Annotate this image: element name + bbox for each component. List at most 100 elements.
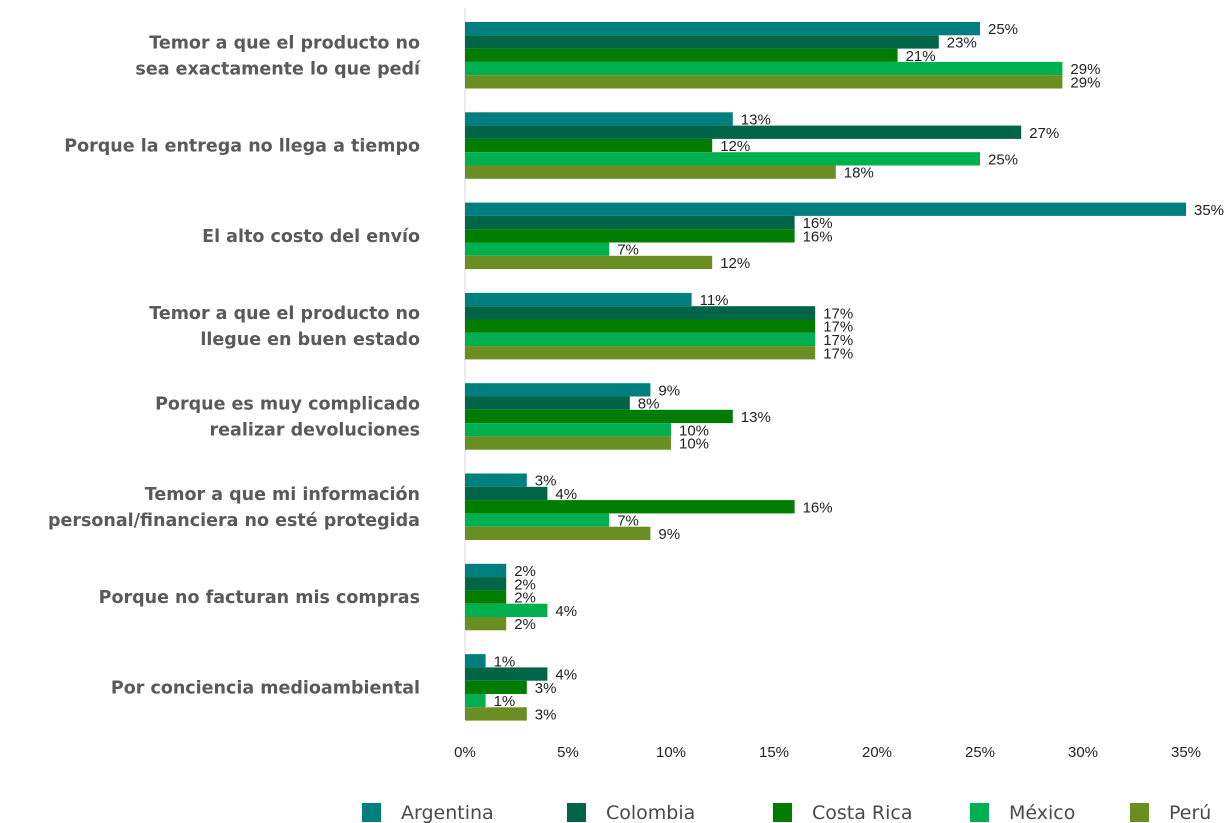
bar-perú — [465, 617, 507, 631]
data-label: 3% — [535, 706, 557, 723]
bar-méxico — [465, 61, 1063, 76]
bar-méxico — [465, 694, 486, 708]
data-label: 2% — [514, 616, 536, 633]
category-label: Temor a que el producto no — [149, 33, 420, 53]
data-label: 1% — [494, 693, 516, 710]
x-tick-label: 25% — [965, 744, 995, 761]
data-label: 1% — [494, 653, 516, 670]
bar-perú — [465, 526, 651, 540]
bar-colombia — [465, 215, 795, 230]
data-label: 29% — [1070, 61, 1100, 78]
bar-perú — [465, 255, 713, 270]
bar-costa-rica — [465, 48, 898, 62]
bar-colombia — [465, 396, 630, 410]
data-label: 27% — [1029, 125, 1059, 142]
data-label: 2% — [514, 590, 536, 607]
data-label: 10% — [679, 436, 709, 453]
bar-costa-rica — [465, 319, 816, 333]
x-tick-label: 0% — [454, 744, 476, 761]
bar-perú — [465, 436, 671, 450]
bar-argentina — [465, 563, 507, 578]
category-label: Porque es muy complicado — [155, 394, 420, 414]
bar-colombia — [465, 667, 548, 681]
bar-colombia — [465, 35, 939, 49]
bar-colombia — [465, 577, 507, 591]
data-label: 16% — [803, 215, 833, 232]
data-label: 8% — [638, 396, 660, 413]
data-label: 10% — [679, 422, 709, 439]
data-label: 29% — [1070, 74, 1100, 91]
data-label: 17% — [823, 345, 853, 362]
bar-méxico — [465, 242, 610, 256]
x-tick-label: 30% — [1068, 744, 1098, 761]
bar-méxico — [465, 513, 610, 527]
data-label: 12% — [720, 138, 750, 155]
bar-méxico — [465, 603, 548, 617]
data-label: 3% — [535, 680, 557, 697]
x-tick-label: 5% — [557, 744, 579, 761]
bar-argentina — [465, 292, 692, 307]
bar-argentina — [465, 473, 527, 487]
data-label: 3% — [535, 473, 557, 490]
bar-costa-rica — [465, 409, 733, 424]
legend-swatch — [567, 803, 586, 822]
bar-perú — [465, 707, 527, 721]
bar-costa-rica — [465, 590, 507, 604]
category-label: personal/financiera no esté protegida — [48, 511, 420, 531]
data-label: 25% — [988, 21, 1018, 38]
data-label: 9% — [658, 382, 680, 399]
legend-label: México — [1009, 802, 1075, 823]
data-label: 17% — [823, 305, 853, 322]
bar-argentina — [465, 654, 486, 668]
bars-layer — [465, 22, 1186, 721]
data-label: 21% — [906, 48, 936, 65]
data-label: 17% — [823, 319, 853, 336]
category-labels-layer: Temor a que el producto no sea exactament… — [48, 33, 421, 698]
data-label: 2% — [514, 563, 536, 580]
bar-argentina — [465, 22, 980, 36]
x-tick-label: 20% — [862, 744, 892, 761]
x-tick-label: 15% — [759, 744, 789, 761]
category-label: Porque la entrega no llega a tiempo — [64, 137, 420, 157]
bar-costa-rica — [465, 500, 795, 514]
category-label: El alto costo del envío — [202, 227, 420, 247]
data-label: 9% — [658, 526, 680, 543]
legend-label: Argentina — [401, 802, 494, 823]
x-tick-label: 10% — [656, 744, 686, 761]
bar-argentina — [465, 202, 1186, 216]
legend-swatch — [773, 803, 792, 822]
bar-perú — [465, 346, 816, 360]
category-label: sea exactamente lo que pedí — [135, 59, 421, 79]
category-label: llegue en buen estado — [200, 330, 420, 350]
data-label: 4% — [555, 667, 577, 684]
legend: Argentina Colombia Costa Rica México Perú — [362, 802, 1211, 823]
bar-colombia — [465, 486, 548, 501]
bar-perú — [465, 165, 836, 179]
category-label: Porque no facturan mis compras — [99, 588, 420, 608]
x-tick-labels-layer: 0% 5% 10% 15% 20% 25% 30% 35% — [454, 744, 1201, 761]
bar-méxico — [465, 423, 671, 437]
legend-swatch — [362, 803, 381, 822]
bar-costa-rica — [465, 138, 713, 153]
bar-méxico — [465, 332, 816, 347]
data-label: 12% — [720, 255, 750, 272]
category-label: Temor a que el producto no — [149, 304, 420, 324]
bar-méxico — [465, 152, 980, 166]
legend-label: Costa Rica — [812, 802, 913, 823]
data-label: 13% — [741, 111, 771, 128]
legend-label: Colombia — [606, 802, 695, 823]
data-label: 7% — [617, 513, 639, 530]
category-label: Por conciencia medioambiental — [111, 678, 420, 698]
data-label: 4% — [555, 603, 577, 620]
data-label: 4% — [555, 486, 577, 503]
data-label: 35% — [1194, 202, 1224, 219]
bar-colombia — [465, 125, 1022, 139]
data-label: 11% — [700, 292, 729, 309]
value-labels-layer: 25%23%21%29%29%13%27%12%25%18%35%16%16%7… — [494, 21, 1224, 723]
data-label: 25% — [988, 151, 1018, 168]
data-label: 16% — [803, 228, 833, 245]
bar-costa-rica — [465, 229, 795, 243]
data-label: 2% — [514, 576, 536, 593]
bar-argentina — [465, 112, 733, 126]
